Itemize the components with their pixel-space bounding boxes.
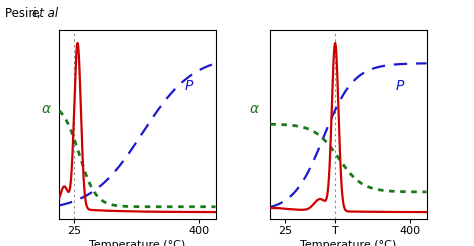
- Text: Pesiri,: Pesiri,: [5, 7, 44, 20]
- X-axis label: Temperature (°C): Temperature (°C): [89, 240, 185, 246]
- Text: $\alpha$: $\alpha$: [41, 102, 52, 116]
- Text: $\alpha$: $\alpha$: [249, 102, 260, 116]
- X-axis label: Temperature (°C): Temperature (°C): [301, 240, 397, 246]
- Text: P: P: [184, 79, 192, 93]
- Text: P: P: [395, 79, 404, 93]
- Text: et al: et al: [32, 7, 58, 20]
